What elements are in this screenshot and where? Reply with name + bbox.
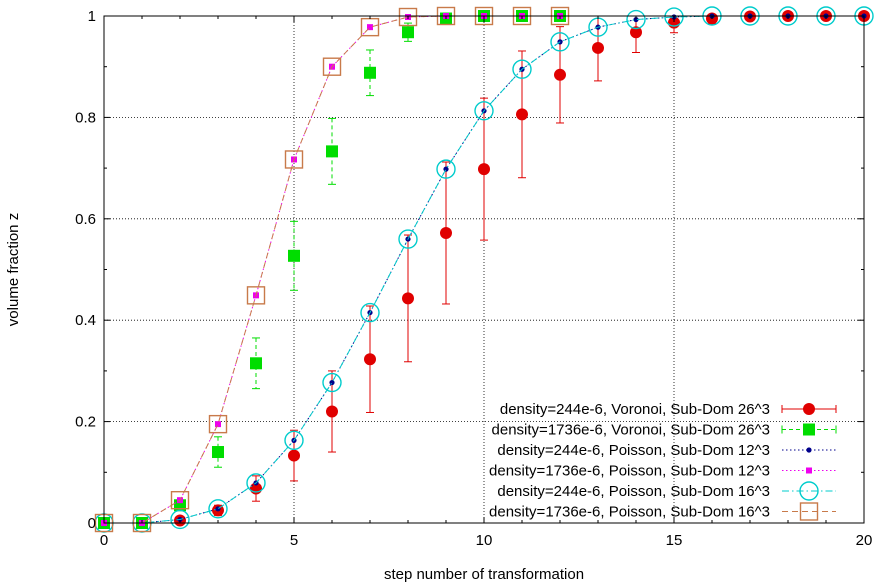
marker-filled-square <box>250 357 262 370</box>
y-tick-label: 1 <box>88 8 96 25</box>
marker-open-circle <box>322 372 342 393</box>
marker-filled-circle <box>592 41 604 54</box>
marker-filled-circle <box>402 292 414 305</box>
marker-open-square <box>208 414 228 434</box>
legend-entry-label: density=244e-6, Poisson, Sub-Dom 16^3 <box>497 483 770 500</box>
marker-filled-circle <box>326 405 338 418</box>
marker-filled-square <box>364 66 376 79</box>
marker-open-square <box>799 502 819 521</box>
x-tick-label: 5 <box>290 532 298 549</box>
marker-filled-square <box>288 249 300 262</box>
legend-entry-label: density=244e-6, Poisson, Sub-Dom 12^3 <box>497 442 770 459</box>
marker-open-circle <box>208 499 228 519</box>
marker-open-square <box>170 490 190 510</box>
marker-small-dot <box>443 166 449 172</box>
marker-filled-square <box>326 145 338 158</box>
y-tick-label: 0 <box>88 515 96 532</box>
marker-filled-circle <box>440 226 452 239</box>
legend-entry-label: density=244e-6, Voronoi, Sub-Dom 26^3 <box>500 401 770 418</box>
marker-open-circle <box>170 509 190 530</box>
marker-open-circle <box>664 7 684 27</box>
marker-small-dot <box>633 16 639 23</box>
marker-open-square <box>322 57 342 76</box>
marker-open-circle <box>474 101 494 121</box>
marker-small-square <box>367 24 373 31</box>
y-tick-label: 0.2 <box>75 414 96 431</box>
marker-filled-circle <box>288 449 300 462</box>
marker-filled-circle <box>478 163 490 176</box>
x-tick-label: 15 <box>666 532 683 549</box>
marker-small-dot <box>329 379 335 386</box>
y-tick-label: 0.6 <box>75 211 96 228</box>
legend-entry-label: density=1736e-6, Poisson, Sub-Dom 16^3 <box>489 504 770 521</box>
marker-filled-circle <box>554 68 566 81</box>
x-tick-label: 10 <box>476 532 493 549</box>
marker-open-circle <box>246 473 266 493</box>
marker-filled-square <box>803 423 815 436</box>
x-tick-label: 20 <box>856 532 873 549</box>
y-tick-label: 0.8 <box>75 109 96 126</box>
marker-open-square <box>246 286 266 305</box>
ticks: 0 5 10 15 20 0 0.2 0.4 0.6 0.8 1 <box>75 8 872 549</box>
marker-filled-circle <box>516 108 528 121</box>
marker-filled-square <box>402 26 414 39</box>
marker-small-dot <box>806 447 812 453</box>
legend-entry-label: density=1736e-6, Poisson, Sub-Dom 12^3 <box>489 463 770 480</box>
marker-open-circle <box>398 229 418 249</box>
marker-open-circle <box>436 159 456 179</box>
series-line <box>104 15 864 524</box>
x-tick-label: 0 <box>100 532 108 549</box>
marker-filled-circle <box>803 403 815 415</box>
legend: density=244e-6, Voronoi, Sub-Dom 26^3 den… <box>489 401 837 521</box>
marker-open-circle <box>626 9 646 30</box>
marker-open-circle <box>550 32 570 52</box>
marker-open-circle <box>284 430 304 451</box>
x-axis-label: step number of transformation <box>384 566 584 583</box>
marker-open-circle <box>799 481 819 501</box>
marker-filled-square <box>212 446 224 459</box>
legend-entry-label: density=1736e-6, Voronoi, Sub-Dom 26^3 <box>492 422 770 439</box>
y-tick-label: 0.4 <box>75 312 96 329</box>
marker-open-circle <box>360 302 380 323</box>
marker-open-square <box>284 150 304 169</box>
y-axis-label: volume fraction z <box>5 213 22 326</box>
marker-small-square <box>215 421 221 428</box>
marker-filled-circle <box>364 353 376 366</box>
marker-filled-circle <box>630 26 642 39</box>
marker-open-square <box>398 7 418 27</box>
marker-small-square <box>806 467 812 474</box>
marker-open-circle <box>512 59 532 79</box>
